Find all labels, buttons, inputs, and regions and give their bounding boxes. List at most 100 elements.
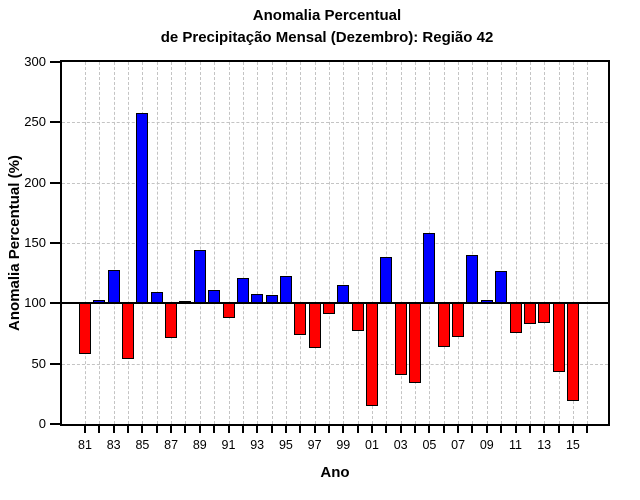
x-axis-tick-label: 03: [393, 438, 408, 452]
x-axis-tick: [327, 426, 330, 433]
bar-00: [351, 303, 364, 332]
x-axis-tick: [170, 426, 173, 433]
bar-95: [279, 275, 292, 304]
x-axis-tick: [84, 426, 86, 433]
y-axis-tick: [50, 362, 60, 365]
x-axis-tick: [385, 426, 388, 433]
bar-10: [495, 270, 508, 304]
y-axis-tick: [50, 242, 60, 244]
bar-04: [409, 303, 422, 383]
chart-title-line2: de Precipitação Mensal (Dezembro): Regiã…: [160, 29, 494, 46]
x-axis-tick: [284, 426, 287, 433]
x-axis-tick: [313, 426, 316, 433]
x-axis-tick: [557, 426, 560, 433]
bar-98: [322, 303, 335, 315]
x-axis-tick-label: 09: [479, 438, 494, 452]
y-axis-tick-label: 200: [24, 174, 46, 190]
bar-08: [466, 255, 479, 304]
x-axis-tick: [428, 426, 431, 433]
bar-12: [523, 303, 536, 324]
x-axis-tick: [514, 426, 517, 433]
x-axis-tick: [198, 426, 201, 433]
bar-97: [308, 303, 321, 348]
y-axis-tick-label: 0: [38, 416, 46, 431]
x-axis-tick-label: 07: [451, 438, 466, 452]
x-axis-tick: [127, 426, 130, 433]
x-axis-tick: [500, 426, 503, 433]
bar-05: [423, 233, 436, 304]
x-axis-tick: [299, 426, 302, 433]
x-axis-tick: [571, 426, 574, 433]
baseline-100: [62, 302, 608, 305]
x-axis-tick: [141, 426, 144, 433]
bar-83: [107, 269, 120, 304]
chart-title-line1: Anomalia Percentual: [252, 7, 402, 24]
x-axis-tick-label: 81: [78, 438, 92, 452]
y-axis-tick-label: 300: [24, 54, 46, 69]
bar-99: [337, 285, 350, 304]
x-axis-tick: [485, 426, 488, 433]
y-axis-tick: [50, 423, 60, 425]
y-axis-tick: [50, 302, 60, 305]
y-axis-tick-label: 50: [31, 355, 46, 371]
bar-90: [208, 290, 221, 304]
x-axis-label: Ano: [320, 464, 350, 481]
bar-87: [165, 303, 178, 339]
x-axis-tick: [213, 426, 216, 433]
bar-14: [552, 303, 565, 373]
x-axis-tick-label: 85: [135, 438, 150, 452]
x-axis-tick: [98, 426, 101, 433]
x-axis-tick-label: 13: [537, 438, 552, 452]
y-axis-tick: [50, 121, 60, 124]
x-axis-tick-label: 95: [278, 438, 293, 452]
x-axis-tick: [155, 426, 158, 433]
bar-11: [509, 303, 522, 334]
x-axis-tick-label: 11: [509, 438, 522, 452]
bar-92: [236, 277, 249, 304]
y-axis-tick-label: 100: [24, 295, 46, 311]
horizontal-gridline: [62, 363, 608, 365]
bar-15: [566, 303, 579, 402]
x-axis-tick: [442, 426, 445, 433]
x-axis-tick: [399, 426, 402, 433]
x-axis-tick-label: 89: [192, 438, 207, 452]
x-axis-tick: [371, 426, 373, 433]
plot-area: [60, 60, 610, 426]
x-axis-tick: [112, 426, 115, 433]
x-axis-tick-label: 87: [164, 438, 179, 452]
x-axis-tick: [270, 426, 273, 433]
horizontal-gridline: [62, 122, 608, 124]
bar-01: [366, 303, 378, 406]
x-axis-tick-label: 93: [250, 438, 265, 452]
y-axis-tick: [50, 61, 60, 63]
x-axis-tick: [528, 426, 531, 433]
x-axis-tick: [256, 426, 259, 433]
x-axis-tick: [586, 426, 589, 433]
x-axis-tick-label: 97: [307, 438, 322, 452]
x-axis-tick: [356, 426, 359, 433]
bar-02: [380, 257, 393, 304]
y-axis-tick: [50, 181, 60, 184]
bar-89: [193, 250, 206, 304]
y-axis-tick-label: 150: [24, 235, 46, 250]
bar-81: [79, 303, 91, 354]
x-axis-tick: [227, 426, 230, 433]
bar-91: [222, 303, 235, 318]
x-axis-tick: [241, 426, 244, 433]
x-axis-tick-label: 83: [106, 438, 121, 452]
x-axis-tick-label: 01: [365, 438, 379, 452]
x-axis-tick: [471, 426, 474, 433]
bar-13: [538, 303, 551, 323]
x-axis-tick-label: 91: [221, 438, 236, 452]
bar-07: [452, 303, 465, 338]
bar-06: [437, 303, 450, 347]
x-axis-tick: [457, 426, 460, 433]
bar-84: [122, 303, 135, 359]
x-axis-tick: [543, 426, 546, 433]
bar-03: [394, 303, 407, 375]
horizontal-gridline: [62, 243, 608, 244]
bar-96: [294, 303, 307, 335]
x-axis-tick-label: 99: [336, 438, 351, 452]
x-axis-tick-label: 15: [565, 438, 580, 452]
